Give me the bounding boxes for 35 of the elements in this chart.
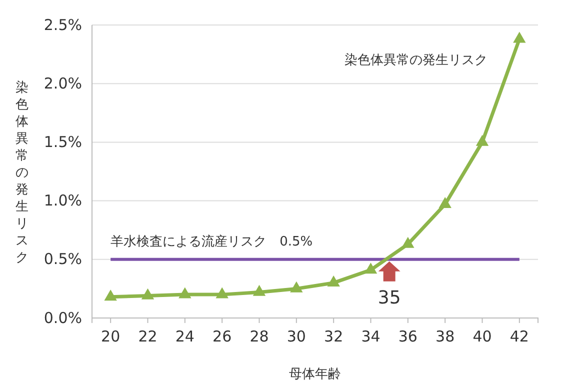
x-axis-title: 母体年齢 xyxy=(289,367,341,382)
series-label: 染色体異常の発生リスク xyxy=(344,53,488,68)
point xyxy=(364,262,378,274)
x-tick-label: 24 xyxy=(175,328,194,346)
ref-line-label: 羊水検査による流産リスク 0.5% xyxy=(110,233,313,250)
x-tick-label: 22 xyxy=(138,328,158,346)
point xyxy=(252,284,266,296)
point xyxy=(327,276,340,287)
point xyxy=(104,290,117,301)
y-tick-label: 0.5% xyxy=(44,250,82,268)
x-tick-label: 32 xyxy=(324,328,344,346)
point xyxy=(141,288,154,300)
text: 染色体異常の発生リスク xyxy=(16,80,28,266)
y-tick-label: 2.5% xyxy=(44,16,82,34)
point xyxy=(402,236,414,248)
y-tick-label: 1.0% xyxy=(44,192,82,210)
x-tick-label: 20 xyxy=(101,328,120,346)
x-tick-label: 30 xyxy=(286,328,306,346)
x-tick-label: 38 xyxy=(436,328,455,346)
x-tick-label: 34 xyxy=(361,328,380,346)
annotation: 35 xyxy=(378,287,401,308)
y-tick-label: 1.5% xyxy=(44,133,82,151)
y-tick-label: 0.0% xyxy=(44,308,82,327)
x-tick-label: 28 xyxy=(250,328,269,346)
point xyxy=(476,134,489,146)
point xyxy=(178,287,192,298)
point xyxy=(438,196,452,208)
x-tick-label: 42 xyxy=(510,328,529,346)
point xyxy=(216,287,228,298)
point xyxy=(513,32,526,43)
x-tick-label: 26 xyxy=(212,328,232,346)
point xyxy=(290,281,303,292)
y-tick-label: 2.0% xyxy=(44,74,82,92)
x-tick-label: 36 xyxy=(398,328,418,346)
x-tick-label: 40 xyxy=(472,328,492,346)
